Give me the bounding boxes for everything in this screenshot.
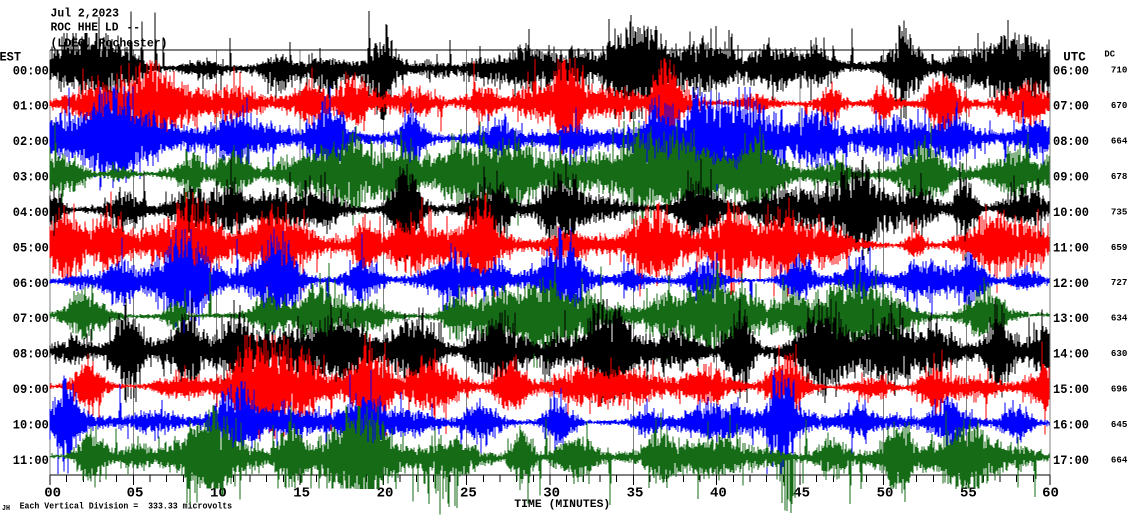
svg-text:UTC: UTC: [1063, 49, 1086, 64]
svg-text:630: 630: [1111, 348, 1128, 359]
svg-text:JH: JH: [2, 505, 10, 513]
svg-text:16:00: 16:00: [1053, 418, 1089, 433]
svg-text:--: --: [127, 21, 141, 35]
svg-text:04:00: 04:00: [13, 205, 49, 220]
svg-text:696: 696: [1111, 383, 1128, 394]
svg-text:659: 659: [1111, 242, 1128, 253]
svg-text:40: 40: [710, 485, 727, 501]
svg-text:Jul 2,2023: Jul 2,2023: [51, 6, 120, 20]
svg-text:664: 664: [1111, 454, 1128, 465]
svg-text:14:00: 14:00: [1053, 347, 1089, 362]
svg-text:727: 727: [1111, 277, 1128, 288]
svg-text:08:00: 08:00: [13, 347, 49, 362]
svg-text:TIME (MINUTES): TIME (MINUTES): [514, 499, 610, 511]
svg-text:45: 45: [793, 485, 810, 501]
svg-text:00:00: 00:00: [13, 63, 49, 78]
svg-text:Each Vertical Division = 333.: Each Vertical Division = 333.33 microvol…: [20, 501, 233, 512]
svg-text:60: 60: [1042, 485, 1059, 501]
svg-text:35: 35: [627, 485, 644, 501]
svg-text:13:00: 13:00: [1053, 311, 1089, 326]
svg-text:11:00: 11:00: [13, 453, 49, 468]
svg-text:05: 05: [127, 485, 144, 501]
svg-text:55: 55: [960, 485, 977, 501]
svg-text:25: 25: [460, 485, 477, 501]
svg-text:03:00: 03:00: [13, 170, 49, 185]
svg-text:EST: EST: [0, 50, 21, 65]
svg-text:05:00: 05:00: [13, 240, 49, 255]
svg-text:645: 645: [1111, 419, 1128, 430]
svg-text:DC: DC: [1104, 49, 1115, 60]
svg-text:10:00: 10:00: [1053, 205, 1089, 220]
svg-text:06:00: 06:00: [1053, 63, 1089, 78]
svg-text:00: 00: [44, 485, 61, 501]
svg-text:678: 678: [1111, 171, 1128, 182]
svg-text:664: 664: [1111, 136, 1128, 147]
svg-text:670: 670: [1111, 100, 1128, 111]
svg-text:06:00: 06:00: [13, 276, 49, 291]
svg-text:ROC HHE LD: ROC HHE LD: [51, 21, 119, 35]
svg-text:20: 20: [377, 485, 394, 501]
svg-text:01:00: 01:00: [13, 99, 49, 114]
svg-text:12:00: 12:00: [1053, 276, 1089, 291]
svg-text:15:00: 15:00: [1053, 382, 1089, 397]
svg-text:15: 15: [293, 485, 310, 501]
svg-text:710: 710: [1111, 65, 1128, 76]
svg-text:09:00: 09:00: [13, 382, 49, 397]
svg-text:735: 735: [1111, 206, 1128, 217]
svg-text:50: 50: [877, 485, 894, 501]
svg-text:11:00: 11:00: [1053, 240, 1089, 255]
svg-text:30: 30: [543, 485, 560, 501]
svg-text:10:00: 10:00: [13, 418, 49, 433]
svg-text:07:00: 07:00: [13, 311, 49, 326]
svg-text:07:00: 07:00: [1053, 99, 1089, 114]
svg-text:17:00: 17:00: [1053, 453, 1089, 468]
svg-text:02:00: 02:00: [13, 134, 49, 149]
svg-text:(LDEO, Rochester): (LDEO, Rochester): [51, 37, 168, 51]
svg-text:634: 634: [1111, 313, 1128, 324]
svg-text:09:00: 09:00: [1053, 170, 1089, 185]
svg-text:08:00: 08:00: [1053, 134, 1089, 149]
